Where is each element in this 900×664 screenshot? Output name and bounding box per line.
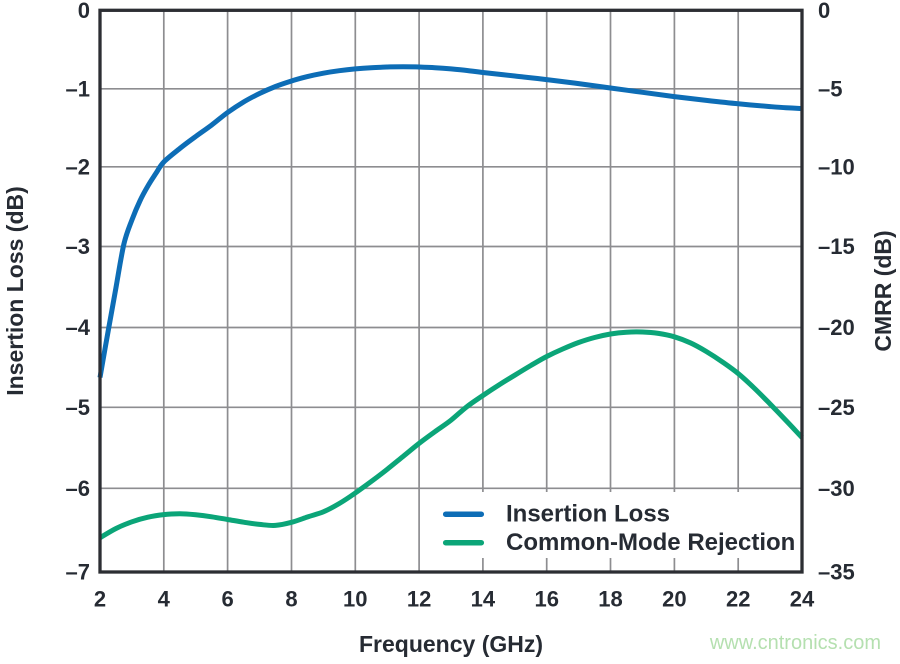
svg-text:–25: –25 <box>818 395 855 420</box>
svg-text:20: 20 <box>662 587 686 612</box>
svg-text:0: 0 <box>818 0 830 23</box>
svg-text:18: 18 <box>598 587 622 612</box>
svg-text:–7: –7 <box>66 560 90 585</box>
svg-text:8: 8 <box>285 587 297 612</box>
svg-text:0: 0 <box>78 0 90 23</box>
svg-text:16: 16 <box>534 587 558 612</box>
svg-text:Insertion Loss (dB): Insertion Loss (dB) <box>2 186 28 396</box>
svg-text:–2: –2 <box>66 154 90 179</box>
svg-text:6: 6 <box>221 587 233 612</box>
svg-text:–1: –1 <box>66 76 90 101</box>
svg-text:–4: –4 <box>66 315 91 340</box>
svg-text:24: 24 <box>790 587 815 612</box>
svg-text:2: 2 <box>94 587 106 612</box>
svg-text:–15: –15 <box>818 234 855 259</box>
svg-text:–30: –30 <box>818 476 855 501</box>
svg-text:Frequency (GHz): Frequency (GHz) <box>359 631 543 657</box>
svg-text:–10: –10 <box>818 154 855 179</box>
svg-text:10: 10 <box>343 587 367 612</box>
svg-text:–5: –5 <box>66 395 90 420</box>
svg-text:–20: –20 <box>818 315 855 340</box>
svg-text:12: 12 <box>407 587 431 612</box>
svg-text:–5: –5 <box>818 76 842 101</box>
svg-text:CMRR (dB): CMRR (dB) <box>870 230 896 351</box>
svg-text:–3: –3 <box>66 234 90 259</box>
svg-text:Common-Mode Rejection: Common-Mode Rejection <box>506 529 795 556</box>
svg-text:Insertion Loss: Insertion Loss <box>506 501 670 528</box>
svg-text:4: 4 <box>158 587 171 612</box>
svg-text:–35: –35 <box>818 560 855 585</box>
svg-text:22: 22 <box>726 587 750 612</box>
svg-text:–6: –6 <box>66 476 90 501</box>
svg-text:14: 14 <box>471 587 496 612</box>
svg-text:www.cntronics.com: www.cntronics.com <box>709 632 881 654</box>
